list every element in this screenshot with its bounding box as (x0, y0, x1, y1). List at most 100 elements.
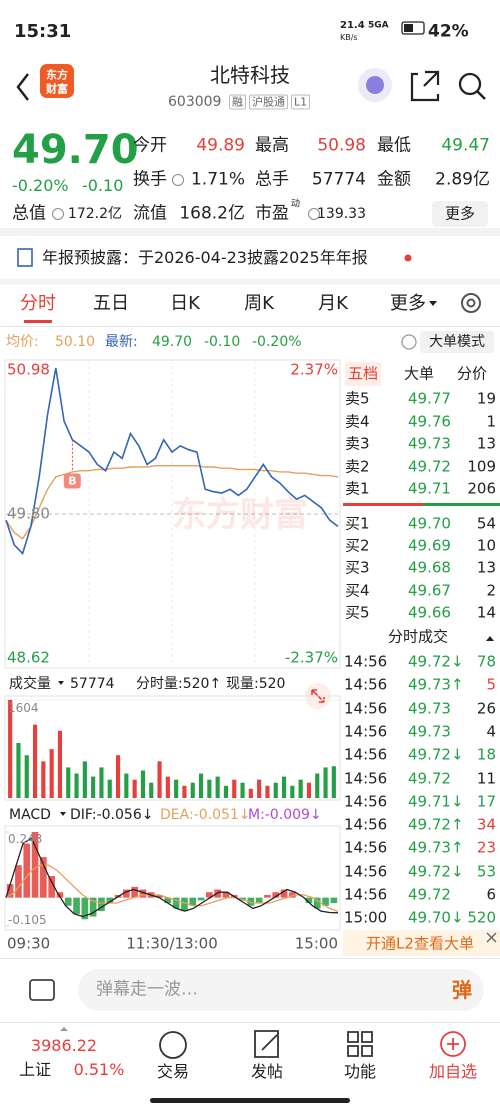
avg-label: 均价: (6, 334, 39, 350)
battery-icon (401, 21, 425, 35)
network: 5GA (368, 20, 389, 31)
trade-price: 49.72 (408, 769, 451, 787)
mode-button[interactable] (420, 331, 494, 353)
l2-banner[interactable] (343, 930, 500, 956)
book-volume: 14 (476, 603, 496, 622)
stock-tag: L1 (291, 94, 311, 110)
stock-name: 北特科技 (210, 63, 290, 87)
macd-bar (64, 897, 72, 906)
app-logo[interactable] (40, 64, 74, 98)
volume-total: 57774 (70, 676, 115, 692)
book-tab[interactable]: 五档 (347, 364, 379, 383)
macd-frame (4, 825, 341, 931)
more-button[interactable] (432, 201, 488, 227)
info-icon[interactable] (172, 174, 184, 186)
comment-placeholder[interactable]: 弹幕走一波… (96, 979, 198, 1000)
period-tab[interactable]: 更多 (390, 293, 426, 314)
stat-value: 168.2亿 (179, 203, 245, 224)
index-name[interactable]: 上证 (18, 1060, 52, 1079)
info-icon[interactable] (308, 208, 320, 220)
index-pct[interactable]: 0.51% (73, 1060, 125, 1079)
nav-item[interactable]: 加自选 (428, 1062, 478, 1081)
period-tab[interactable]: 五日 (93, 293, 129, 314)
trade-volume: 23 (476, 838, 496, 857)
trade-volume: 17 (476, 792, 496, 811)
tab-underline (24, 320, 52, 323)
period-tab[interactable]: 月K (318, 293, 348, 314)
book-price: 49.71 (408, 479, 451, 498)
danmaku-icon[interactable] (29, 979, 55, 1001)
book-tab-active[interactable] (345, 362, 381, 386)
period-tab[interactable]: 周K (244, 293, 274, 314)
danmaku-button[interactable]: 弹 (452, 978, 472, 1002)
macd-bar (189, 897, 197, 906)
trade-time: 14:56 (344, 722, 388, 741)
trade-time: 14:56 (344, 745, 388, 764)
divider (0, 326, 500, 327)
trade-icon[interactable] (159, 1031, 187, 1059)
period-tab[interactable]: 分时 (20, 293, 56, 314)
macd-bar (40, 857, 47, 898)
volume-bar (174, 779, 179, 798)
book-tab[interactable]: 大单 (403, 364, 435, 383)
trade-time: 14:56 (344, 675, 388, 694)
stat-value: 172.2亿 (67, 206, 122, 222)
add-icon (447, 1038, 459, 1050)
trades-title[interactable]: 分时成交 (388, 627, 449, 646)
book-volume: 19 (476, 389, 496, 408)
volume-bar (24, 755, 29, 798)
period-tab[interactable]: 日K (170, 293, 200, 314)
battery: 42% (428, 21, 469, 42)
function-icon[interactable] (347, 1031, 373, 1057)
pct-tick-label: 2.37% (290, 360, 338, 379)
trade-time: 14:56 (344, 769, 388, 787)
book-tab[interactable]: 分价 (456, 364, 488, 383)
settings-icon[interactable] (461, 293, 481, 313)
volume-bar (91, 776, 96, 798)
stock-tag: 沪股通 (249, 94, 288, 110)
volume-bar (16, 743, 21, 798)
macd-bar (239, 897, 246, 901)
book-label: 买2 (345, 536, 370, 555)
search-icon[interactable] (458, 72, 482, 96)
volume-bar (132, 779, 137, 798)
trade-time: 14:56 (344, 652, 388, 671)
comment-input[interactable] (78, 969, 484, 1011)
back-icon[interactable] (16, 73, 29, 101)
index-arrow (60, 1027, 68, 1031)
trade-volume: 4 (486, 722, 496, 741)
more-button-label[interactable]: 更多 (444, 204, 476, 223)
trade-volume: 11 (476, 769, 496, 787)
trade-volume: 5 (486, 675, 496, 694)
macd-bar (23, 843, 31, 898)
macd-bar (106, 897, 114, 904)
macd-bar (313, 897, 321, 909)
post-icon[interactable] (254, 1030, 279, 1058)
mode-label[interactable]: 大单模式 (429, 334, 485, 350)
y-tick-label: 0.243 (8, 832, 43, 846)
close-icon[interactable] (486, 932, 497, 943)
info-icon[interactable] (52, 208, 64, 220)
l2-text[interactable]: 开通L2查看大单 (366, 934, 474, 953)
share-icon[interactable] (410, 70, 440, 102)
nav-item[interactable]: 交易 (156, 1062, 190, 1081)
y-tick-label: -0.105 (8, 913, 47, 927)
notice-text[interactable]: 年报预披露：于2026-04-23披露2025年年报 (42, 248, 368, 267)
trade-price: 49.71↓ (408, 792, 464, 811)
book-price: 49.69 (408, 536, 451, 555)
macd-bar (181, 897, 188, 912)
stat-value: 49.47 (441, 135, 490, 156)
stat-label: 最低 (377, 135, 411, 156)
macd-bar (139, 889, 147, 898)
macd-label[interactable]: MACD (9, 807, 51, 823)
macd-bar (222, 892, 230, 898)
index-value[interactable]: 3986.22 (30, 1036, 98, 1055)
volume-bar (298, 779, 303, 798)
nav-item[interactable]: 发帖 (250, 1062, 284, 1081)
help-icon[interactable] (401, 334, 417, 350)
home-bar (150, 1098, 350, 1103)
volume-bar (323, 767, 328, 798)
volume-label[interactable]: 成交量 (9, 676, 51, 692)
add-icon[interactable] (440, 1031, 466, 1057)
nav-item[interactable]: 功能 (343, 1062, 377, 1081)
